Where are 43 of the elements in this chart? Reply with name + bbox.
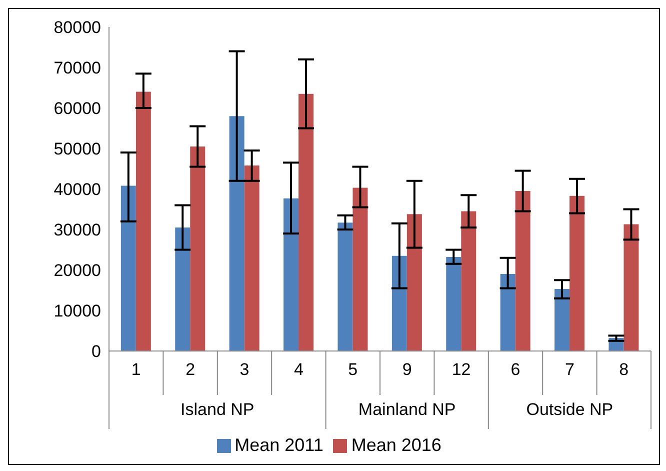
- bar: [554, 289, 570, 351]
- y-tick-label: 10000: [54, 302, 101, 321]
- x-tick-label: 2: [186, 360, 196, 379]
- bar: [229, 116, 244, 351]
- bar: [515, 191, 530, 351]
- y-tick-label: 0: [92, 342, 101, 362]
- bar: [406, 214, 422, 351]
- y-tick-label: 50000: [54, 140, 101, 159]
- legend-label: Mean 2016: [351, 435, 442, 455]
- x-tick-label: 8: [619, 360, 629, 379]
- bar: [570, 196, 585, 351]
- text: Island NP: [180, 400, 254, 419]
- bar: [175, 227, 190, 351]
- bar: [190, 146, 206, 351]
- bar: [624, 224, 639, 351]
- bar: [244, 166, 260, 351]
- x-tick-label: 6: [510, 360, 520, 379]
- x-tick-label: 9: [402, 360, 412, 379]
- x-tick-label: 5: [348, 360, 358, 379]
- bar: [446, 257, 462, 351]
- bar: [352, 188, 368, 351]
- y-tick-label: 40000: [54, 180, 101, 200]
- x-tick-label: 7: [564, 360, 574, 379]
- text: Outside NP: [526, 400, 614, 419]
- x-tick-label: 1: [131, 360, 141, 379]
- x-tick-label: 3: [240, 360, 250, 379]
- bar: [136, 92, 151, 351]
- x-tick-label: 12: [452, 360, 471, 379]
- text: Mainland NP: [358, 400, 456, 419]
- bar: [500, 274, 516, 351]
- y-tick-label: 70000: [54, 58, 101, 78]
- x-tick-label: 4: [294, 360, 304, 379]
- legend-label: Mean 2011: [234, 435, 324, 455]
- bar: [338, 222, 353, 351]
- bar: [298, 94, 314, 351]
- bar: [284, 198, 299, 351]
- bar: [461, 211, 476, 351]
- y-tick-label: 80000: [54, 18, 101, 38]
- y-tick-label: 30000: [54, 220, 101, 240]
- bar: [120, 186, 136, 351]
- y-tick-label: 20000: [54, 261, 101, 280]
- bar: [392, 256, 407, 351]
- y-tick-label: 60000: [54, 99, 101, 118]
